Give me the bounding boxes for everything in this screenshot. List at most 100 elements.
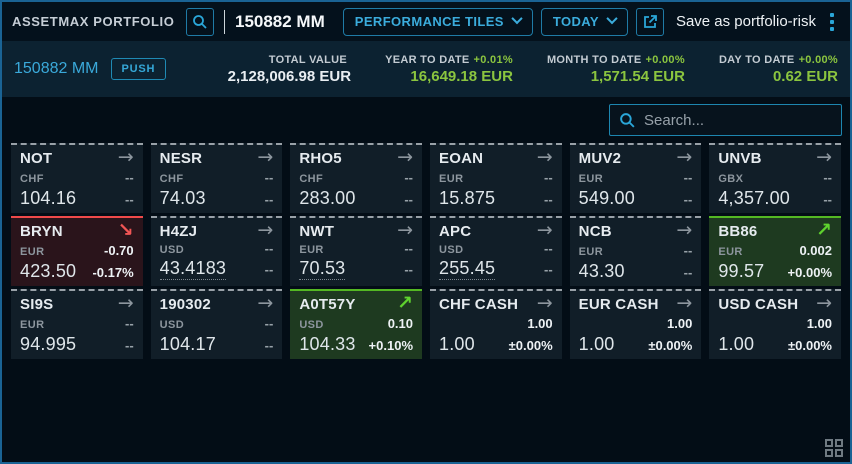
view-dropdown-label: PERFORMANCE TILES [354, 14, 504, 29]
tile[interactable]: A0T57Y ↗ USD 0.10 104.33 +0.10% [290, 289, 422, 359]
tile[interactable]: RHO5 → CHF -- 283.00 -- [290, 143, 422, 213]
tile-percent: -- [543, 192, 553, 207]
tile-price: 283.00 [299, 188, 356, 208]
tile-ticker: EOAN [439, 150, 484, 167]
metric-label: DAY TO DATE [718, 53, 795, 66]
tile[interactable]: NOT → CHF -- 104.16 -- [11, 143, 143, 213]
save-as-label[interactable]: Save as portfolio-risk [675, 13, 816, 30]
arrow-icon: → [676, 146, 693, 168]
metric-value: 2,128,006.98 EUR [227, 67, 352, 85]
tile[interactable]: NESR → CHF -- 74.03 -- [150, 143, 283, 213]
tile[interactable]: BB86 ↗ EUR 0.002 99.57 +0.00% [709, 216, 841, 286]
tile-price: 423.50 [20, 261, 77, 281]
tile[interactable]: EUR CASH → 1.00 1.00 ±0.00% [569, 289, 702, 359]
tile-currency: EUR [299, 244, 324, 256]
arrow-icon: → [816, 146, 832, 168]
search-icon [619, 112, 636, 129]
view-dropdown[interactable]: PERFORMANCE TILES [342, 7, 533, 36]
tile-ticker: APC [439, 223, 472, 240]
tile-change: -- [543, 169, 553, 185]
metric-percent: +0.00% [798, 53, 838, 66]
tile-percent: +0.00% [787, 265, 832, 280]
tile-percent: -- [264, 338, 274, 353]
tile[interactable]: MUV2 → EUR -- 549.00 -- [569, 143, 702, 213]
push-button[interactable]: PUSH [110, 58, 167, 80]
external-link-icon [642, 14, 658, 30]
tile-currency: CHF [159, 172, 184, 185]
tile-ticker: MUV2 [578, 150, 622, 167]
grid-layout-icon[interactable] [825, 439, 843, 457]
tile[interactable]: UNVB → GBX -- 4,357.00 -- [709, 143, 841, 213]
arrow-icon: → [397, 219, 413, 241]
tile-change: -- [264, 169, 274, 185]
more-options-button[interactable] [824, 9, 840, 35]
tile-price: 1.00 [578, 334, 615, 354]
tile-change: -- [264, 241, 274, 256]
top-header-bar: ASSETMAX PORTFOLIO 150882 MM PERFORMANCE… [2, 2, 850, 41]
tile[interactable]: APC → USD -- 255.45 -- [430, 216, 562, 286]
tile-price: 99.57 [718, 261, 765, 281]
search-input[interactable] [644, 111, 843, 129]
tile-currency: USD [159, 244, 185, 256]
search-row [2, 97, 850, 143]
tile-percent: -- [683, 265, 693, 280]
tile-change: -- [124, 315, 134, 331]
metric-value: 16,649.18 EUR [410, 67, 513, 85]
search-button[interactable] [186, 7, 215, 36]
tile[interactable]: EOAN → EUR -- 15.875 -- [430, 143, 562, 213]
open-external-button[interactable] [635, 7, 664, 36]
arrow-icon: → [816, 292, 832, 314]
tile[interactable]: BRYN ↘ EUR -0.70 423.50 -0.17% [11, 216, 143, 286]
tile-ticker: NCB [578, 223, 612, 240]
period-dropdown[interactable]: TODAY [540, 7, 628, 36]
tile[interactable]: CHF CASH → 1.00 1.00 ±0.00% [430, 289, 562, 359]
tile[interactable]: SI9S → EUR -- 94.995 -- [11, 289, 143, 359]
tile-percent: -- [264, 262, 274, 277]
performance-tile-grid: NOT → CHF -- 104.16 -- NESR → CHF -- 74.… [2, 143, 850, 359]
tile[interactable]: H4ZJ → USD -- 43.4183 -- [150, 216, 283, 286]
tile-currency: USD [439, 244, 464, 256]
arrow-icon: → [536, 292, 553, 314]
tile-change: 1.00 [806, 316, 832, 331]
tile[interactable]: NCB → EUR -- 43.30 -- [569, 216, 702, 286]
arrow-icon: ↗ [397, 292, 413, 314]
tile-change: -- [404, 169, 413, 185]
tile-percent: -- [404, 262, 413, 277]
tile-percent: -- [823, 192, 832, 207]
tile-currency: EUR [578, 172, 604, 185]
tile-percent: ±0.00% [648, 338, 693, 353]
tile-currency: USD [159, 318, 185, 331]
tile-price: 74.03 [159, 188, 206, 208]
tile-percent: -0.17% [92, 265, 134, 280]
search-box[interactable] [609, 104, 843, 136]
tile-price: 4,357.00 [718, 188, 790, 208]
tile-ticker: BRYN [20, 223, 63, 240]
tile-percent: -- [543, 262, 553, 277]
tile-price: 104.16 [20, 188, 77, 208]
metric-value: 1,571.54 EUR [590, 67, 685, 85]
tile[interactable]: USD CASH → 1.00 1.00 ±0.00% [709, 289, 841, 359]
tile-currency: USD [299, 318, 324, 331]
search-icon [192, 14, 208, 30]
arrow-icon: → [397, 146, 413, 168]
arrow-icon: ↘ [117, 219, 134, 241]
tile-currency: EUR [439, 172, 464, 185]
tile-change: 0.10 [387, 315, 413, 331]
tile-price: 255.45 [439, 258, 496, 280]
tile-ticker: NESR [159, 150, 203, 167]
tile-change: -- [683, 169, 693, 185]
tile-price: 1.00 [718, 334, 755, 354]
arrow-icon: → [117, 146, 134, 168]
tile-ticker: RHO5 [299, 150, 342, 167]
grid-square [835, 449, 843, 457]
portfolio-id-input[interactable]: 150882 MM [234, 11, 325, 31]
tile[interactable]: NWT → EUR -- 70.53 -- [290, 216, 422, 286]
tile-percent: ±0.00% [508, 338, 553, 353]
period-dropdown-label: TODAY [552, 14, 599, 29]
tile-change: -0.70 [104, 242, 134, 258]
summary-metric: YEAR TO DATE +0.01% 16,649.18 EUR [385, 54, 513, 85]
tile[interactable]: 190302 → USD -- 104.17 -- [150, 289, 283, 359]
tile-price: 104.17 [159, 334, 216, 354]
tile-ticker: CHF CASH [439, 296, 519, 313]
